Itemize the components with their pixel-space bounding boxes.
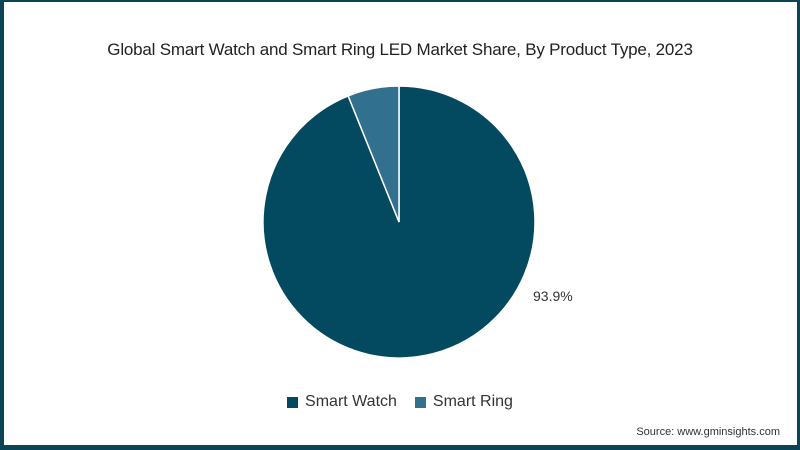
source-note: Source: www.gminsights.com bbox=[636, 426, 780, 438]
legend-label: Smart Ring bbox=[432, 393, 513, 410]
chart-legend: Smart Watch Smart Ring bbox=[0, 393, 800, 411]
smart-ring-swatch-icon bbox=[414, 396, 426, 408]
chart-title: Global Smart Watch and Smart Ring LED Ma… bbox=[107, 40, 693, 59]
pie-slice-smart-ring bbox=[347, 85, 400, 223]
smart-watch-data-label: 93.9% bbox=[533, 288, 573, 304]
legend-item-smart-ring: Smart Ring bbox=[414, 393, 513, 411]
smart-watch-swatch-icon bbox=[287, 396, 299, 408]
legend-item-smart-watch: Smart Watch bbox=[287, 393, 397, 411]
legend-label: Smart Watch bbox=[305, 393, 397, 410]
